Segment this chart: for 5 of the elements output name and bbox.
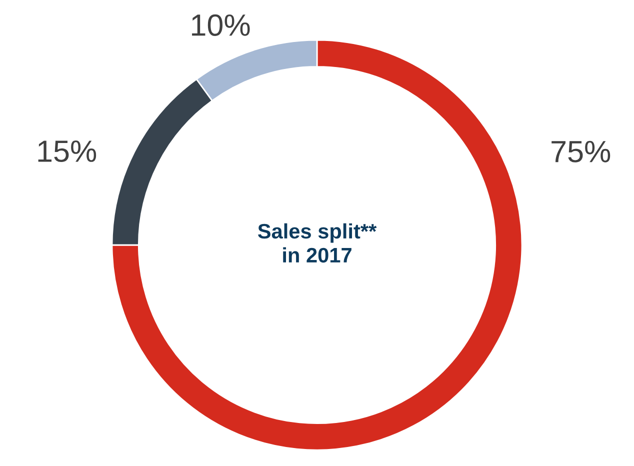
data-label: 15%: [38, 140, 96, 162]
text: Sales split** in 2017: [258, 223, 377, 263]
data-label: 75%: [552, 140, 610, 162]
donut-slice: [111, 39, 523, 451]
data-label: 10%: [192, 14, 250, 36]
